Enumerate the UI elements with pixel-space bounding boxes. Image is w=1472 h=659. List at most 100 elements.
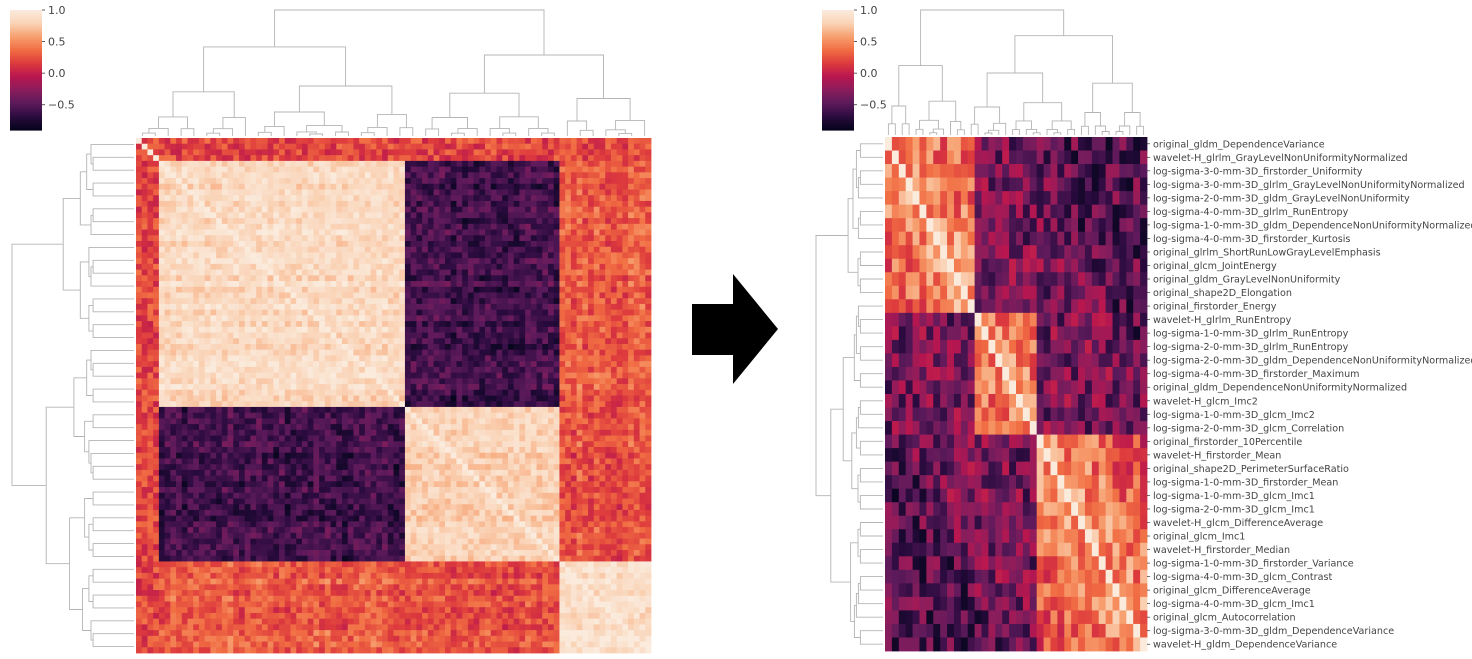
heatmap-cell [158, 366, 166, 374]
heatmap-cell [284, 246, 291, 253]
heatmap-cell [164, 315, 171, 322]
heatmap-cell [387, 332, 394, 339]
heatmap-cell [187, 378, 194, 385]
dendrogram-link [90, 266, 134, 287]
heatmap-cell [210, 303, 217, 311]
heatmap-cell [645, 246, 652, 253]
heatmap-cell [273, 384, 280, 391]
heatmap-cell [382, 418, 389, 425]
heatmap-cell [233, 378, 240, 385]
heatmap-cell [645, 384, 652, 391]
heatmap-cell [513, 218, 520, 225]
heatmap-cell [330, 138, 337, 145]
heatmap-cell [136, 349, 143, 356]
heatmap-cell [507, 389, 515, 396]
heatmap-cell [490, 321, 497, 328]
heatmap-cell [210, 378, 217, 385]
heatmap-cell [633, 309, 640, 316]
heatmap-cell [462, 258, 469, 265]
heatmap-cell [261, 241, 269, 248]
heatmap-cell [542, 246, 549, 253]
heatmap-cell [559, 263, 566, 271]
heatmap-cell [565, 418, 572, 425]
heatmap-cell [467, 149, 475, 156]
heatmap-cell [370, 252, 377, 259]
heatmap-cell [404, 200, 412, 208]
heatmap-cell [645, 281, 652, 288]
heatmap-cell [622, 344, 629, 351]
heatmap-cell [548, 401, 555, 408]
heatmap-cell [416, 349, 423, 356]
heatmap-cell [216, 441, 223, 448]
heatmap-cell [267, 229, 274, 236]
heatmap-cell [164, 366, 171, 374]
heatmap-cell [496, 155, 503, 162]
heatmap-cell [599, 275, 606, 282]
heatmap-cell [439, 241, 446, 248]
heatmap-cell [639, 321, 646, 328]
heatmap-cell [164, 349, 171, 356]
heatmap-cell [307, 172, 314, 179]
heatmap-cell [456, 338, 463, 345]
heatmap-cell [548, 269, 555, 276]
heatmap-cell [198, 229, 206, 236]
dendrogram-link [90, 349, 134, 371]
heatmap-cell [313, 246, 320, 253]
heatmap-cell [273, 178, 280, 185]
heatmap-cell [605, 212, 612, 219]
heatmap-cell [399, 412, 406, 419]
heatmap-cell [427, 292, 434, 299]
heatmap-cell [382, 378, 389, 385]
heatmap-cell [387, 441, 394, 448]
heatmap-cell [324, 378, 331, 385]
heatmap-cell [473, 143, 480, 150]
heatmap-cell [176, 315, 183, 322]
heatmap-cell [376, 384, 383, 391]
heatmap-cell [284, 441, 291, 448]
heatmap-cell [525, 172, 532, 179]
heatmap-cell [462, 412, 469, 419]
heatmap-cell [410, 395, 417, 402]
heatmap-cell [330, 326, 337, 333]
heatmap-cell [239, 338, 246, 345]
heatmap-cell [210, 218, 217, 225]
heatmap-cell [210, 149, 217, 156]
heatmap-cell [439, 321, 446, 328]
heatmap-cell [239, 332, 246, 339]
heatmap-cell [324, 241, 331, 248]
heatmap-cell [319, 378, 326, 385]
dendrogram-link [257, 131, 272, 136]
heatmap-cell [445, 189, 452, 196]
heatmap-cell [399, 200, 406, 208]
heatmap-cell [319, 178, 326, 185]
heatmap-cell [233, 418, 240, 425]
heatmap-cell [244, 344, 251, 351]
heatmap-cell [158, 401, 166, 408]
heatmap-cell [519, 138, 526, 145]
heatmap-cell [370, 332, 377, 339]
heatmap-cell [530, 384, 537, 391]
heatmap-cell [221, 424, 228, 431]
heatmap-cell [382, 258, 389, 265]
heatmap-cell [170, 241, 177, 248]
heatmap-cell [450, 321, 457, 328]
heatmap-cell [548, 218, 555, 225]
heatmap-cell [239, 389, 246, 396]
heatmap-cell [176, 344, 183, 351]
colorbar-segment [10, 82, 42, 85]
heatmap-cell [559, 349, 566, 356]
heatmap-cell [193, 138, 200, 145]
heatmap-cell [639, 355, 646, 362]
heatmap-cell [193, 155, 200, 162]
heatmap-cell [233, 384, 240, 391]
heatmap-cell [559, 241, 566, 248]
heatmap-cell [570, 429, 578, 436]
heatmap-cell [490, 155, 497, 162]
heatmap-cell [181, 155, 188, 162]
heatmap-cell [628, 401, 635, 408]
heatmap-cell [233, 412, 240, 419]
heatmap-cell [147, 218, 154, 225]
heatmap-cell [588, 338, 595, 345]
heatmap-cell [588, 372, 595, 379]
heatmap-cell [301, 178, 309, 185]
